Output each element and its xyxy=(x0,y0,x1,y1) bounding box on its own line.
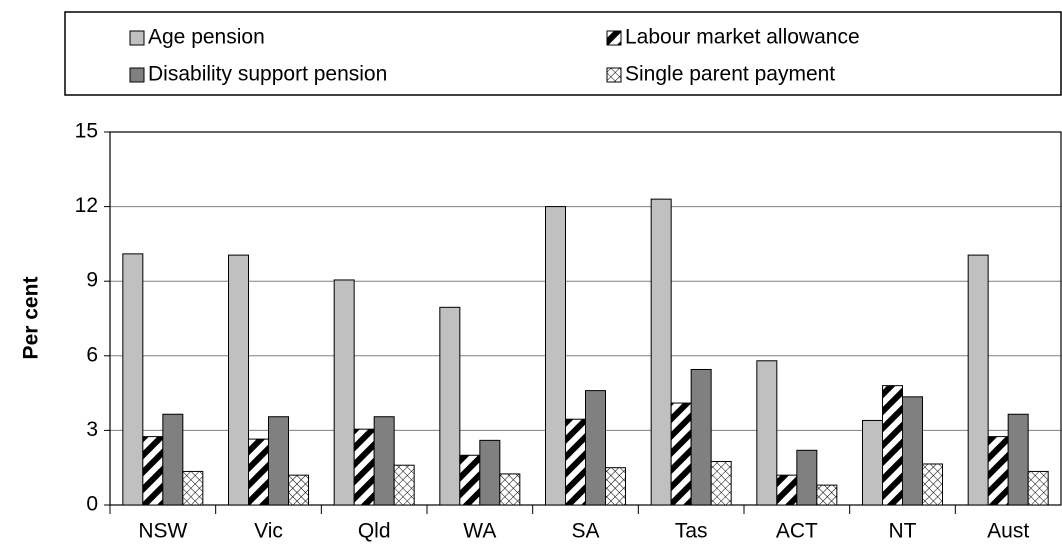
x-tick-label: ACT xyxy=(776,520,818,543)
bar xyxy=(862,419,883,506)
bar xyxy=(142,436,164,506)
bar xyxy=(756,360,778,506)
legend-label: Disability support pension xyxy=(148,63,387,86)
bar xyxy=(373,416,395,506)
legend-swatch xyxy=(606,30,622,46)
legend-label: Age pension xyxy=(148,26,265,49)
x-tick-label: Tas xyxy=(675,520,708,543)
bar xyxy=(882,385,903,506)
bar xyxy=(816,484,838,506)
x-tick-label: WA xyxy=(463,520,496,543)
legend-swatch xyxy=(606,67,622,83)
legend-label: Labour market allowance xyxy=(625,26,860,49)
y-tick-label: 9 xyxy=(86,269,98,292)
y-axis-label: Per cent xyxy=(20,277,43,360)
bar xyxy=(393,464,415,506)
bar xyxy=(288,474,309,506)
legend-swatch xyxy=(129,67,145,83)
y-tick-label: 0 xyxy=(86,493,98,516)
bar xyxy=(459,454,481,506)
bar xyxy=(1007,413,1029,506)
legend-swatch xyxy=(129,30,145,46)
bar xyxy=(353,428,375,506)
legend-box xyxy=(64,11,1062,96)
bar xyxy=(248,438,269,506)
bar xyxy=(439,306,461,506)
bar xyxy=(162,413,184,506)
bar xyxy=(605,467,626,506)
bar xyxy=(902,396,923,506)
bar xyxy=(967,254,989,506)
bar xyxy=(545,206,566,506)
y-tick-label: 6 xyxy=(86,343,98,366)
bar xyxy=(1027,470,1049,506)
x-tick-label: Aust xyxy=(987,520,1029,543)
bar xyxy=(122,253,144,506)
bar xyxy=(585,390,606,506)
x-tick-label: NSW xyxy=(138,520,187,543)
bar xyxy=(479,439,501,506)
bar xyxy=(650,198,672,506)
bar xyxy=(499,473,521,506)
bar xyxy=(690,368,712,506)
x-tick-label: NT xyxy=(889,520,917,543)
y-tick-label: 15 xyxy=(75,120,98,143)
y-tick-label: 3 xyxy=(86,418,98,441)
bar xyxy=(268,416,289,506)
x-tick-label: SA xyxy=(571,520,599,543)
bar xyxy=(670,402,692,506)
bar xyxy=(565,418,586,506)
legend-label: Single parent payment xyxy=(625,63,835,86)
bar xyxy=(710,460,732,506)
bar xyxy=(796,449,818,506)
x-tick-label: Qld xyxy=(358,520,391,543)
y-tick-label: 12 xyxy=(75,194,98,217)
bar xyxy=(333,279,355,506)
bar xyxy=(987,436,1009,506)
x-tick-label: Vic xyxy=(254,520,283,543)
bar xyxy=(228,254,249,506)
bar xyxy=(776,474,798,506)
bar xyxy=(182,470,204,506)
bar xyxy=(922,463,943,506)
